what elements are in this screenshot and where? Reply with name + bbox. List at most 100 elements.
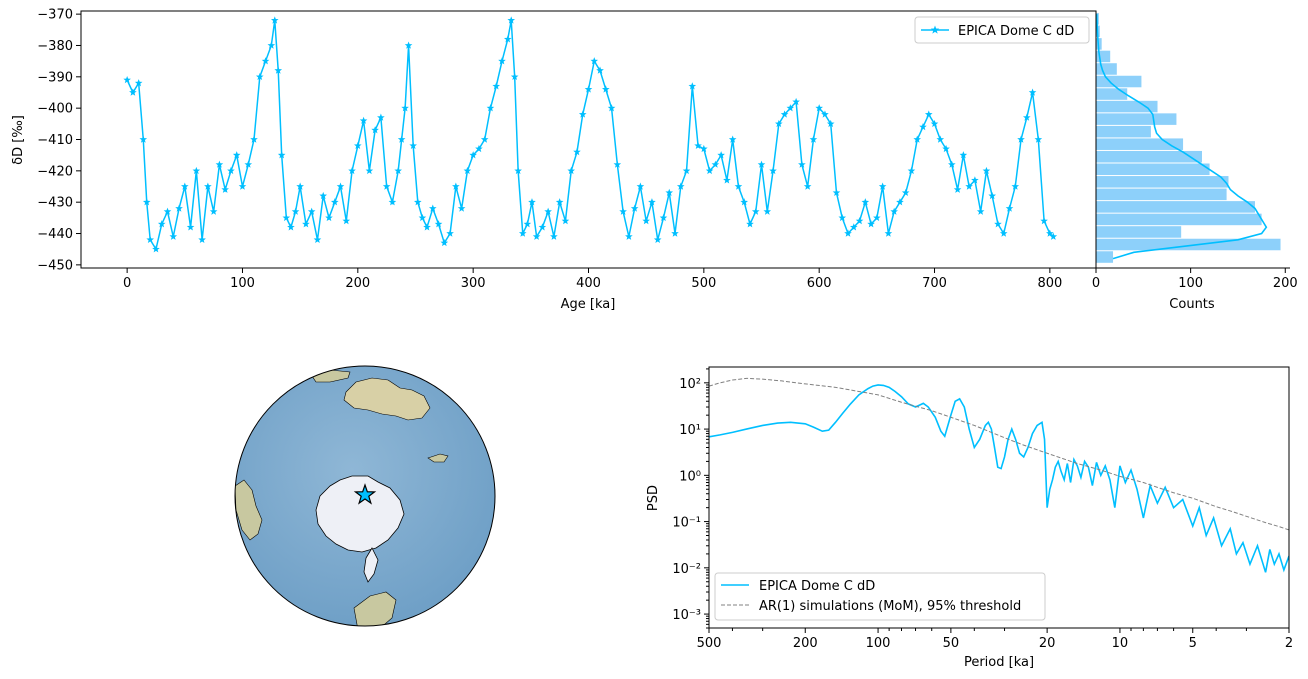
new-zealand-landmass: [427, 453, 449, 463]
histogram-bar: [1096, 238, 1281, 251]
timeseries-x-ticks: 0 100 200 300 400 500 600 700 800: [123, 268, 1062, 291]
x-tick-label: 800: [1037, 276, 1062, 291]
timeseries-point: [514, 166, 522, 175]
timeseries-point: [146, 235, 155, 244]
timeseries-point: [250, 135, 258, 143]
timeseries-point: [849, 223, 858, 231]
timeseries-point: [428, 204, 437, 212]
timeseries-point: [1022, 113, 1031, 121]
timeseries-point: [665, 188, 674, 197]
histogram-bar: [1096, 138, 1184, 150]
x-tick-label: 300: [461, 276, 486, 291]
timeseries-point: [705, 166, 714, 175]
histogram-bar: [1096, 125, 1151, 138]
timeseries-point: [204, 182, 212, 190]
timeseries-point: [401, 104, 409, 112]
timeseries-frame: [80, 10, 1097, 269]
psd-ar1-threshold-line: [709, 377, 1289, 531]
timeseries-point: [227, 166, 235, 175]
timeseries-point: [584, 85, 593, 93]
timeseries-point: [365, 166, 374, 175]
timeseries-point: [1011, 182, 1020, 190]
africa-landmass: [353, 591, 397, 626]
timeseries-point: [274, 66, 283, 74]
timeseries-point: [354, 141, 362, 149]
star-icon: [930, 25, 940, 34]
timeseries-point: [746, 220, 754, 228]
timeseries-point: [503, 35, 512, 43]
timeseries-panel: 0 100 200 300 400 500 600 700 800 −370 −380 −390 −4…: [11, 8, 1097, 312]
psd-x-ticks: 500 200 100 50 20 10 5 2: [697, 628, 1293, 651]
timeseries-point: [507, 16, 516, 24]
timeseries-legend-star-icon: [930, 25, 940, 34]
timeseries-point: [1049, 232, 1058, 240]
histogram-bar: [1096, 176, 1229, 188]
timeseries-point: [434, 220, 443, 228]
y-tick-label: 10⁻²: [672, 562, 701, 577]
histogram-bar: [1096, 75, 1142, 88]
timeseries-point: [999, 229, 1008, 237]
timeseries-point: [1040, 216, 1048, 225]
histogram-bar: [1096, 201, 1255, 213]
timeseries-point: [523, 220, 532, 228]
timeseries-point: [296, 182, 304, 190]
y-tick-label: 10¹: [679, 423, 701, 438]
timeseries-point: [152, 245, 160, 253]
timeseries-point: [688, 82, 697, 90]
y-tick-label: −430: [37, 196, 73, 211]
timeseries-point: [169, 232, 178, 240]
timeseries-point: [924, 110, 933, 118]
timeseries-y-label: δD [‰]: [11, 115, 26, 165]
histogram-bar: [1096, 88, 1128, 100]
timeseries-point: [134, 79, 143, 87]
timeseries-series-line: [126, 20, 1054, 252]
timeseries-point: [890, 207, 898, 215]
timeseries-point: [971, 176, 979, 184]
psd-frame: [708, 366, 1290, 629]
timeseries-point: [215, 160, 224, 168]
timeseries-point: [480, 135, 489, 143]
timeseries-point: [653, 235, 662, 244]
map-panel: [234, 365, 496, 627]
timeseries-point: [711, 160, 720, 168]
y-tick-label: 10⁻¹: [672, 516, 701, 531]
x-tick-label: 100: [866, 636, 891, 651]
timeseries-point: [821, 110, 829, 118]
histogram-bar: [1096, 150, 1202, 163]
timeseries-point: [625, 232, 633, 240]
timeseries-point: [270, 16, 279, 24]
timeseries-point: [510, 72, 519, 81]
timeseries-point: [803, 182, 812, 190]
timeseries-legend: EPICA Dome C dD: [914, 16, 1090, 44]
timeseries-point: [648, 198, 656, 206]
timeseries-point: [878, 182, 887, 190]
timeseries-point: [377, 113, 385, 121]
timeseries-point: [1034, 135, 1043, 143]
timeseries-point: [919, 122, 927, 131]
timeseries-point: [528, 198, 536, 206]
timeseries-point: [282, 213, 291, 222]
timeseries-point: [982, 166, 991, 175]
timeseries-point: [244, 160, 253, 168]
psd-legend-label: EPICA Dome C dD: [759, 579, 875, 594]
timeseries-point: [1017, 135, 1025, 143]
histogram-bar: [1096, 226, 1182, 238]
timeseries-y-ticks: −370 −380 −390 −400 −410 −420 −430 −440 −450: [37, 8, 81, 273]
timeseries-point: [861, 198, 870, 206]
timeseries-point: [538, 223, 547, 231]
timeseries-point: [573, 148, 581, 156]
y-tick-label: 10⁻³: [672, 608, 701, 623]
x-tick-label: 2: [1285, 636, 1293, 651]
x-tick-label: 5: [1189, 636, 1197, 651]
timeseries-point: [291, 207, 300, 215]
timeseries-point: [896, 198, 904, 206]
timeseries-legend-label: EPICA Dome C dD: [958, 24, 1074, 39]
timeseries-point: [409, 141, 417, 149]
timeseries-point: [404, 41, 413, 49]
timeseries-point: [469, 151, 477, 159]
timeseries-point: [942, 144, 950, 153]
timeseries-point: [740, 198, 749, 206]
timeseries-point: [232, 151, 241, 159]
timeseries-point: [1046, 229, 1054, 237]
